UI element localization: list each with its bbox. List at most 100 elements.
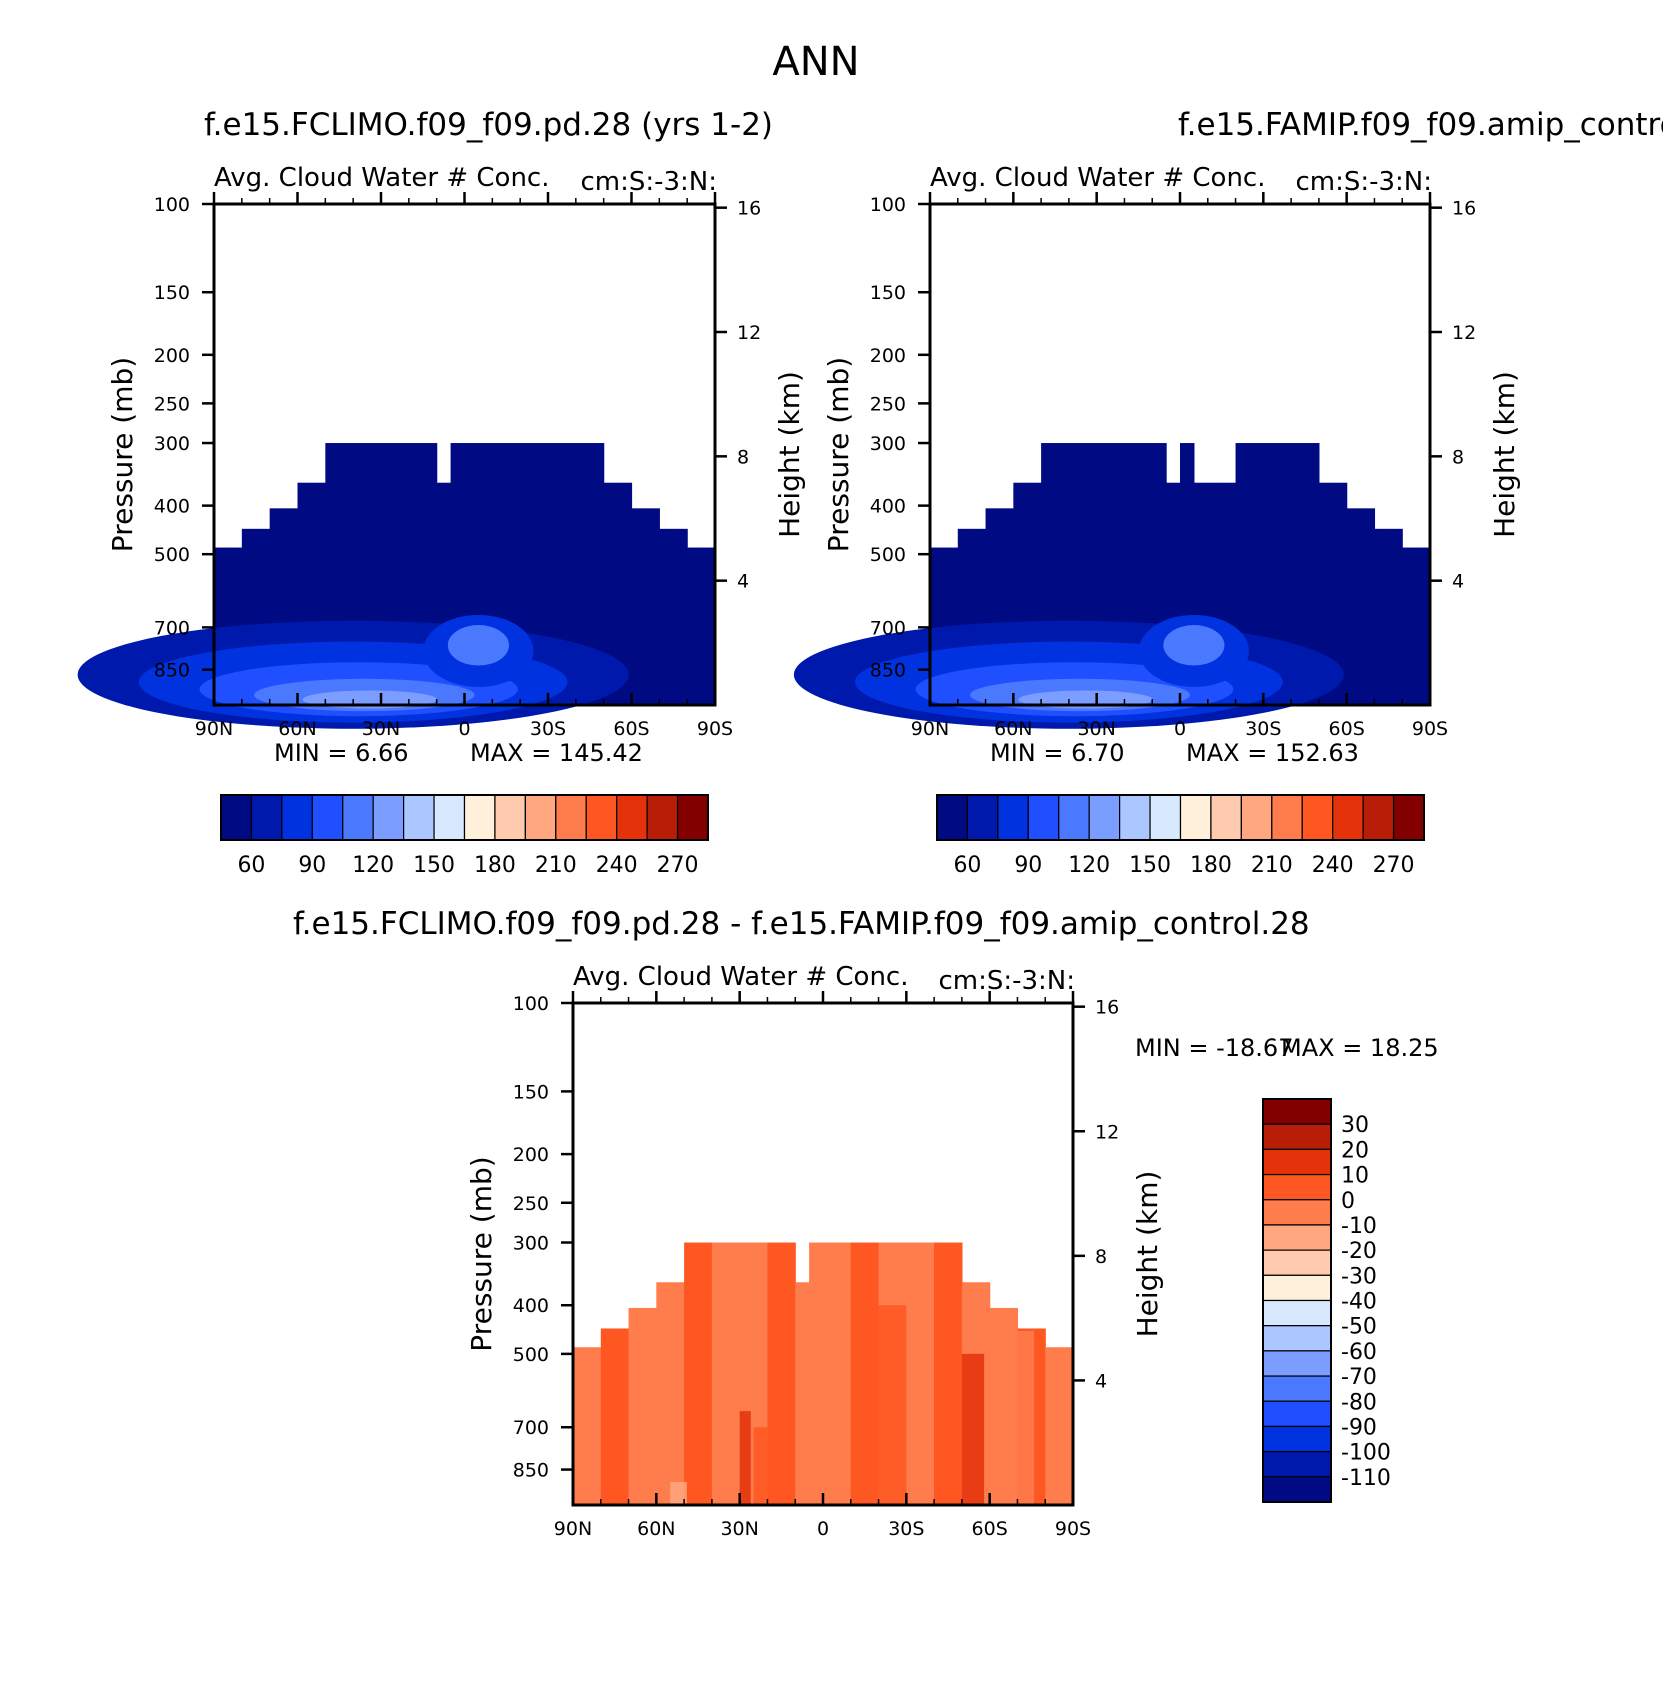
x-tick-label: 30S (888, 1518, 924, 1540)
field-cell (1388, 528, 1403, 705)
y-tick-label: 100 (154, 194, 190, 216)
figure-title: ANN (772, 39, 859, 85)
y-tick-label: 300 (154, 433, 190, 455)
y-tick-label: 700 (870, 617, 906, 639)
colorbar-swatch (966, 794, 999, 841)
colorbar-label: 210 (535, 853, 577, 878)
y-tick-label: 400 (870, 496, 906, 518)
field-cell (906, 1242, 921, 1505)
x-tick-label: 60N (994, 718, 1032, 740)
colorbar-label: 180 (1190, 853, 1232, 878)
field-cell (1360, 508, 1376, 705)
field-cell (1003, 1307, 1019, 1505)
difference-contour (670, 1482, 687, 1505)
right-subtitle: cm:S:-3:N: (580, 167, 717, 197)
field-cell (989, 1307, 1005, 1505)
min-label: MIN = 6.70 (990, 739, 1125, 767)
max-label: MAX = 18.25 (1281, 1034, 1439, 1062)
y-tick-label: 500 (154, 544, 190, 566)
x-tick-label: 30S (530, 718, 566, 740)
colorbar-label: 10 (1341, 1164, 1369, 1189)
x-tick-label: 90N (911, 718, 949, 740)
y-tick-label: 300 (870, 433, 906, 455)
left-subtitle: Avg. Cloud Water # Conc. (573, 962, 909, 992)
field-cell (614, 1328, 630, 1505)
field-cell (1291, 443, 1306, 705)
y-tick-label: 400 (154, 496, 190, 518)
colorbar-swatch (1262, 1375, 1332, 1402)
chart-panel-3: 90N 60N 30N 0 30S 60S 90S100150200250300400500… (293, 906, 1439, 1540)
y-tick-label: 100 (870, 194, 906, 216)
x-tick-label: 90S (1055, 1518, 1091, 1540)
colorbar-swatch (1392, 794, 1425, 841)
field-cell (698, 1242, 713, 1505)
colorbar: 60 90 120 150 180 210 240 270 (936, 794, 1425, 878)
field-cell (1031, 1328, 1046, 1505)
colorbar-swatch (1262, 1299, 1332, 1327)
y-tick-label: 150 (154, 282, 190, 304)
x-tick-label: 60N (637, 1518, 675, 1540)
field-cell (575, 443, 591, 705)
field-cell (920, 1242, 935, 1505)
y-tick-label: 150 (513, 1081, 549, 1103)
colorbar-label: 90 (1014, 853, 1042, 878)
field-area (793, 443, 1431, 729)
colorbar-swatch (676, 794, 709, 841)
colorbar-swatch (1262, 1325, 1332, 1352)
colorbar-swatch (1262, 1173, 1332, 1201)
colorbar-swatch (433, 794, 466, 841)
difference-contour (878, 1305, 907, 1505)
y-tick-label: 850 (870, 660, 906, 682)
x-tick-label: 60S (1329, 718, 1365, 740)
y-right-tick-label: 4 (737, 571, 749, 593)
y-axis-label-right: Height (km) (1131, 1171, 1164, 1338)
colorbar-label: 240 (596, 853, 638, 878)
min-label: MIN = 6.66 (274, 739, 409, 767)
colorbar-label: -70 (1341, 1365, 1377, 1390)
field-cell (659, 528, 674, 705)
field-cell (809, 1242, 824, 1505)
colorbar-label: 150 (1129, 853, 1171, 878)
y-tick-label: 850 (513, 1460, 549, 1482)
colorbar-swatch (1262, 1249, 1332, 1276)
max-label: MAX = 152.63 (1186, 739, 1359, 767)
colorbar-label: 240 (1312, 853, 1354, 878)
colorbar-label: -20 (1341, 1239, 1377, 1264)
colorbar-label: 20 (1341, 1138, 1369, 1163)
x-tick-label: 30N (1077, 718, 1115, 740)
field-cell (586, 1347, 602, 1505)
colorbar-label: -30 (1341, 1264, 1377, 1289)
colorbar-swatch (1262, 1476, 1332, 1503)
colorbar-swatch (1119, 794, 1151, 841)
colorbar-label: -60 (1341, 1340, 1377, 1365)
x-tick-label: 60N (278, 718, 316, 740)
y-tick-label: 200 (870, 345, 906, 367)
y-right-tick-label: 8 (737, 446, 749, 468)
field-cell (561, 443, 577, 705)
x-tick-label: 30N (362, 718, 400, 740)
colorbar-label: -100 (1341, 1441, 1391, 1466)
panel-title: f.e15.FCLIMO.f09_f09.pd.28 - f.e15.FAMIP… (293, 906, 1310, 942)
colorbar-swatch (403, 794, 435, 841)
colorbar-label: 30 (1341, 1113, 1369, 1138)
field-cell (948, 1242, 963, 1505)
colorbar-label: -110 (1341, 1466, 1391, 1491)
field-cell (573, 1347, 588, 1505)
colorbar-frame (936, 794, 1425, 841)
field-cell (823, 1242, 838, 1505)
field-cell (589, 443, 605, 705)
y-right-tick-label: 12 (1095, 1121, 1119, 1143)
colorbar-label: 150 (413, 853, 455, 878)
field-area (77, 443, 716, 729)
colorbar: 60 90 120 150 180 210 240 270 (220, 794, 709, 878)
cloud-max-contour (447, 625, 510, 666)
y-axis-label-right: Height (km) (773, 371, 806, 538)
y-right-tick-label: 8 (1452, 446, 1464, 468)
x-tick-label: 0 (1174, 718, 1186, 740)
colorbar-swatch (372, 794, 405, 841)
colorbar-swatch (524, 794, 557, 841)
colorbar-swatch (1262, 1148, 1332, 1176)
colorbar: 3020100-10-20-30-40-50-60-70-80-90-100-1… (1262, 1098, 1391, 1503)
colorbar-swatch (1262, 1451, 1332, 1478)
